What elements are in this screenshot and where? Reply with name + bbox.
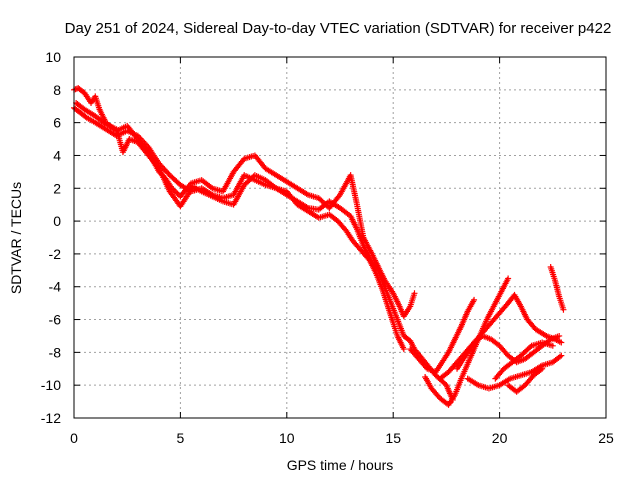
series-track-9 (492, 339, 556, 382)
data-point (558, 339, 565, 346)
x-axis-label: GPS time / hours (287, 457, 394, 473)
y-tick-label: 8 (53, 82, 61, 98)
y-axis-label: SDTVAR / TECUs (8, 182, 24, 294)
x-tick-label: 10 (279, 430, 295, 446)
data-point (411, 290, 418, 297)
x-tick-label: 0 (70, 430, 78, 446)
data-point (400, 346, 407, 353)
x-tick-label: 15 (385, 430, 401, 446)
x-tick-label: 25 (598, 430, 614, 446)
x-tick-labels: 0 5 10 15 20 25 (70, 430, 614, 446)
plot-frame (73, 56, 607, 419)
data-point (549, 342, 556, 349)
y-tick-label: 0 (53, 213, 61, 229)
data-point (527, 344, 534, 351)
series-track-11 (547, 264, 567, 313)
series-track-6 (437, 291, 565, 382)
y-tick-label: -4 (49, 279, 62, 295)
y-tick-label: -10 (41, 377, 61, 393)
series-track-8 (454, 332, 563, 372)
y-tick-label: 2 (53, 180, 61, 196)
series-track-2 (71, 85, 418, 320)
data-point (558, 352, 565, 359)
series-track-3 (73, 99, 407, 353)
y-tick-label: -2 (49, 246, 62, 262)
y-tick-label: -12 (41, 410, 61, 426)
series-track-10 (505, 365, 546, 395)
data-point (556, 332, 563, 339)
series-track-4 (422, 275, 512, 408)
series-track-5 (407, 296, 478, 376)
y-tick-label: -6 (49, 312, 62, 328)
chart-title: Day 251 of 2024, Sidereal Day-to-day VTE… (65, 20, 612, 37)
x-tick-label: 20 (492, 430, 508, 446)
x-tick-label: 5 (177, 430, 185, 446)
data-point (505, 275, 512, 282)
y-tick-label: -8 (49, 344, 62, 360)
data-point (560, 306, 567, 313)
y-tick-label: 4 (53, 147, 61, 163)
plot-points (71, 85, 567, 408)
data-point (539, 365, 546, 372)
y-tick-labels: -12 -10 -8 -6 -4 -2 0 2 4 6 8 10 (41, 49, 61, 426)
data-point (471, 296, 478, 303)
y-tick-label: 10 (45, 49, 61, 65)
y-tick-label: 6 (53, 115, 61, 131)
